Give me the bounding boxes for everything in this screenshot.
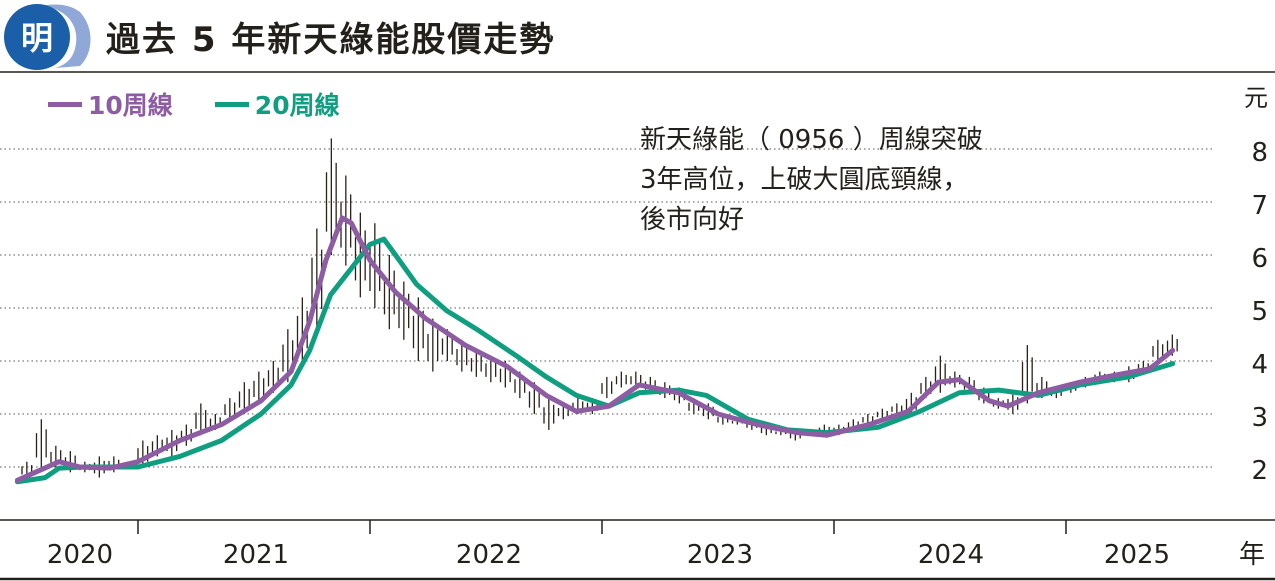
y-tick-label: 5: [1251, 297, 1268, 327]
x-tick-label: 2020: [47, 540, 113, 570]
y-axis-unit: 元: [1244, 84, 1268, 112]
y-tick-label: 7: [1251, 191, 1268, 221]
legend-label-ma10: 10周線: [88, 91, 173, 120]
x-tick-label: 2022: [456, 540, 522, 570]
annotation-line: 3年高位，上破大圓底頸線，: [640, 165, 969, 195]
logo-circle: [4, 4, 70, 70]
legend-label-ma20: 20周線: [254, 91, 340, 120]
x-axis-unit: 年: [1239, 540, 1265, 570]
legend-swatch-ma20: [214, 101, 249, 107]
ma20-line: [14, 236, 1176, 485]
x-tick-label: 2021: [223, 540, 289, 570]
y-tick-label: 3: [1251, 403, 1268, 433]
annotation: 新天綠能（ 0956 ）周線突破 3年高位，上破大圓底頸線， 後市向好: [640, 120, 983, 240]
page-title: 過去 5 年新天綠能股價走勢: [106, 20, 556, 60]
y-tick-label: 4: [1251, 350, 1268, 380]
legend-item-ma10: 10周線: [48, 86, 173, 122]
legend-swatch-ma10: [48, 101, 82, 107]
x-tick-label: 2024: [918, 540, 984, 570]
annotation-line: 新天綠能（ 0956 ）周線突破: [640, 125, 983, 155]
y-tick-label: 8: [1251, 138, 1268, 168]
y-tick-label: 6: [1251, 244, 1268, 274]
logo: 明: [4, 4, 91, 70]
x-tick-label: 2025: [1104, 540, 1170, 570]
logo-text: 明: [21, 19, 53, 57]
annotation-line: 後市向好: [640, 205, 745, 235]
legend: 10周線 20周線: [48, 86, 340, 122]
y-tick-label: 2: [1251, 456, 1268, 486]
ma10-line: [14, 215, 1176, 483]
logo-swoosh: [40, 4, 91, 69]
x-tick-label: 2023: [687, 540, 753, 570]
legend-item-ma20: 20周線: [214, 86, 340, 122]
